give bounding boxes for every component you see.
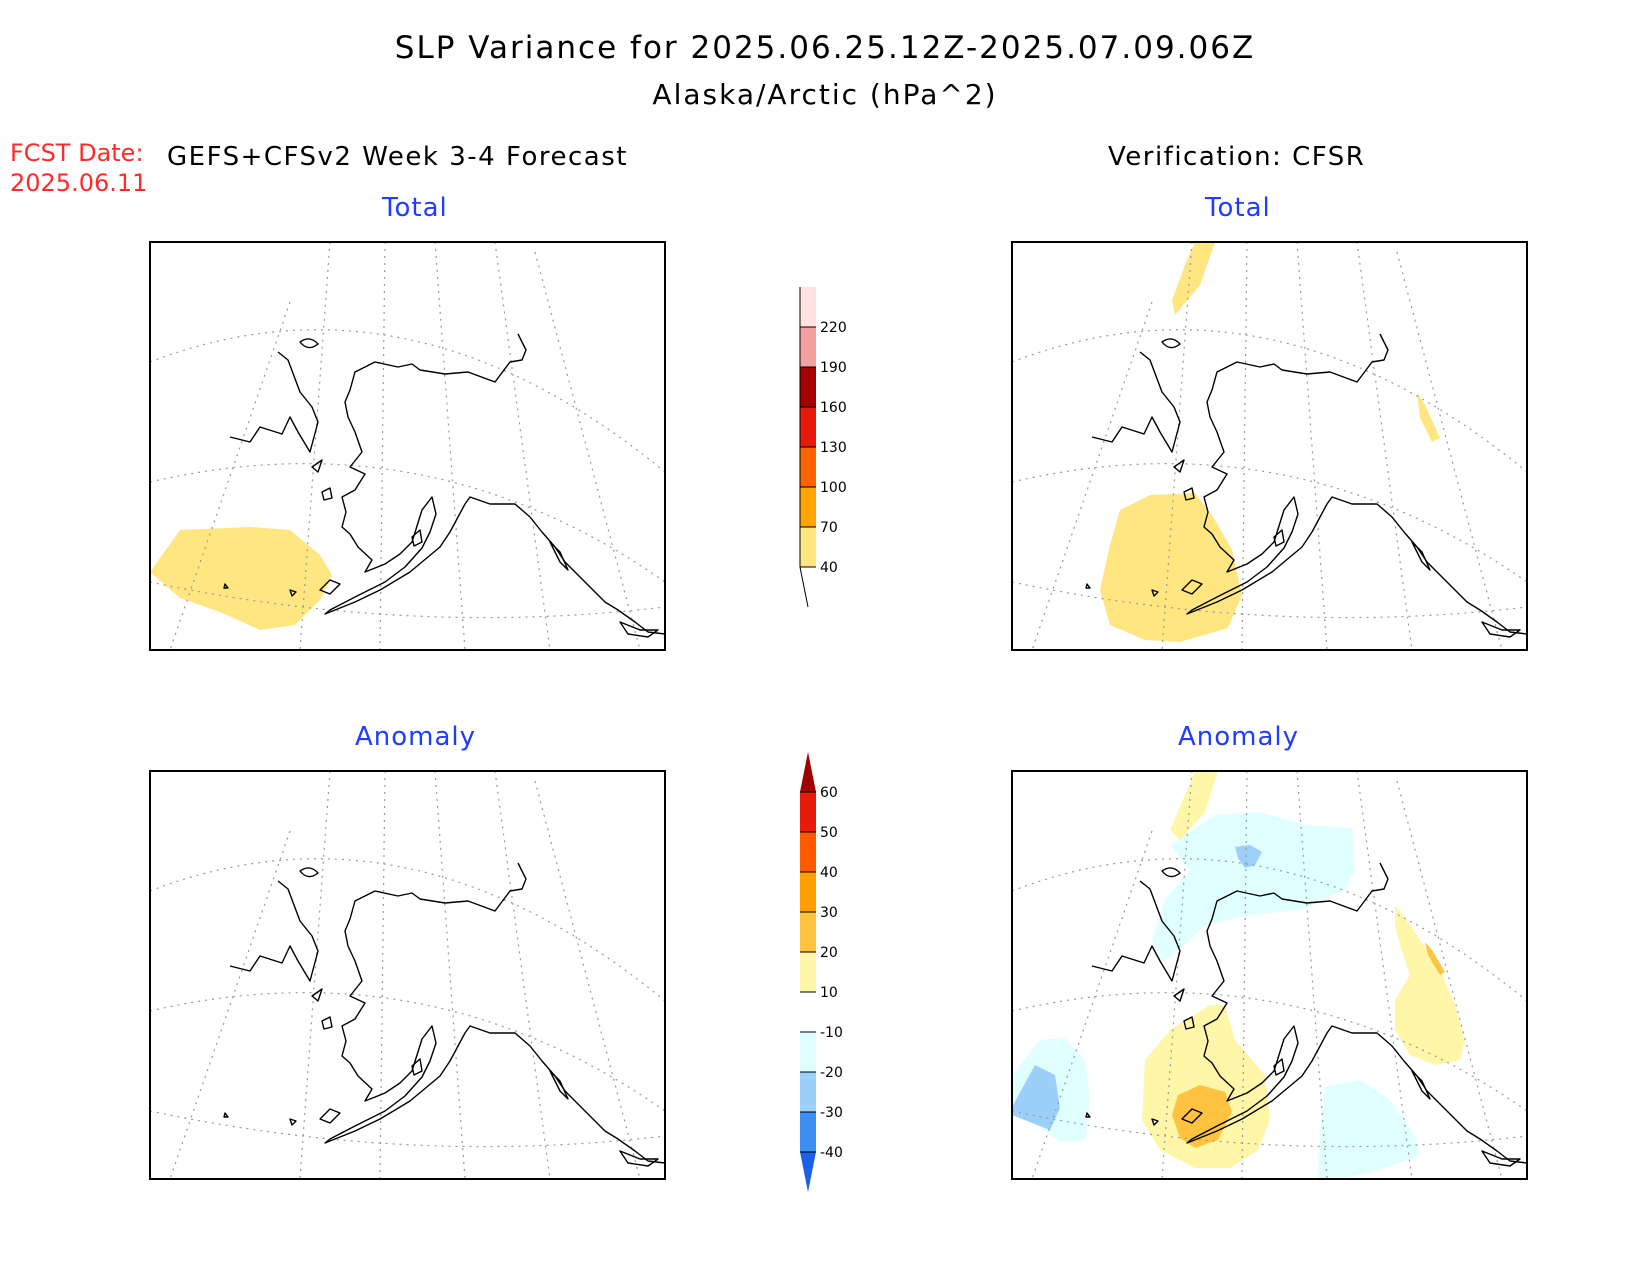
- anomaly-positive-aleutian-core: [1172, 1085, 1232, 1148]
- verification-total-shading-east: [1417, 392, 1440, 442]
- verification-total-shading-main: [1100, 493, 1242, 642]
- anomaly-colorbar-box-9: [800, 792, 816, 832]
- total-colorbar-box-6: [800, 287, 816, 327]
- forecast-total-map: [149, 241, 666, 651]
- anomaly-colorbar-lower-triangle: [800, 1152, 816, 1192]
- anomaly-colorbar-tick-label: 60: [820, 785, 838, 801]
- total-colorbar-lower-end: [799, 566, 809, 608]
- anomaly-negative-north: [1152, 812, 1355, 962]
- forecast-total-shading: [150, 527, 332, 630]
- anomaly-colorbar-box-5: [800, 952, 816, 992]
- forecast-anomaly-label: Anomaly: [355, 722, 477, 752]
- anomaly-colorbar-box-7: [800, 872, 816, 912]
- verification-total-frame: [1011, 241, 1528, 651]
- anomaly-colorbar-box-3: [800, 1032, 816, 1072]
- page-title: SLP Variance for 2025.06.25.12Z-2025.07.…: [394, 30, 1256, 66]
- verification-anomaly-map: [1011, 770, 1528, 1180]
- anomaly-colorbar: -40 -30 -20 -10 10 20 30 40 50 60: [800, 752, 843, 1192]
- total-colorbar-box-2: [800, 447, 816, 487]
- total-colorbar-tick-label: 70: [820, 520, 838, 536]
- total-colorbar-box-1: [800, 487, 816, 527]
- anomaly-colorbar-tick-label: -10: [820, 1025, 843, 1041]
- total-colorbar-box-5: [800, 327, 816, 367]
- anomaly-positive-north: [1170, 771, 1218, 840]
- forecast-date-label: FCST Date:: [10, 139, 144, 167]
- forecast-anomaly-frame: [149, 770, 666, 1180]
- anomaly-colorbar-tick-label: -20: [820, 1065, 843, 1081]
- forecast-date-value: 2025.06.11: [10, 169, 148, 197]
- verification-anomaly-frame: [1011, 770, 1528, 1180]
- anomaly-positive-aleutian: [1142, 1005, 1270, 1168]
- verification-column-title: Verification: CFSR: [1108, 142, 1366, 172]
- anomaly-colorbar-tick-label: 50: [820, 825, 838, 841]
- forecast-total-label: Total: [382, 193, 448, 223]
- total-colorbar-tick-label: 100: [820, 480, 847, 496]
- anomaly-negative-north-core: [1235, 845, 1262, 868]
- total-colorbar-tick-label: 130: [820, 440, 847, 456]
- anomaly-colorbar-box-6: [800, 912, 816, 952]
- anomaly-negative-west-core: [1012, 1065, 1060, 1130]
- forecast-total-frame: [149, 241, 666, 651]
- total-colorbar-box-4: [800, 367, 816, 407]
- anomaly-colorbar-tick-label: 10: [820, 985, 838, 1001]
- total-colorbar-tick-label: 190: [820, 360, 847, 376]
- verification-total-map: [1011, 241, 1528, 651]
- total-colorbar: 40 70 100 130 160 190 220: [799, 287, 847, 608]
- total-colorbar-tick-label: 220: [820, 320, 847, 336]
- forecast-anomaly-map: [149, 770, 666, 1180]
- anomaly-colorbar-tick-label: 30: [820, 905, 838, 921]
- verification-total-label: Total: [1205, 193, 1271, 223]
- total-colorbar-box-3: [800, 407, 816, 447]
- anomaly-colorbar-upper-triangle: [800, 752, 816, 792]
- anomaly-colorbar-box-1: [800, 1112, 816, 1152]
- anomaly-colorbar-box-2: [800, 1072, 816, 1112]
- verification-total-shading-north: [1172, 242, 1215, 315]
- anomaly-negative-south: [1318, 1080, 1420, 1179]
- total-colorbar-box-0: [800, 527, 816, 567]
- anomaly-colorbar-tick-label: 40: [820, 865, 838, 881]
- anomaly-colorbar-box-4: [800, 992, 816, 1032]
- total-colorbar-tick-label: 40: [820, 560, 838, 576]
- anomaly-colorbar-box-8: [800, 832, 816, 872]
- anomaly-positive-east: [1395, 905, 1465, 1065]
- anomaly-positive-east-core: [1425, 942, 1445, 975]
- forecast-date-block: FCST Date: 2025.06.11: [10, 138, 147, 198]
- anomaly-colorbar-tick-label: -40: [820, 1145, 843, 1161]
- anomaly-colorbar-tick-label: 20: [820, 945, 838, 961]
- page-subtitle: Alaska/Arctic (hPa^2): [652, 78, 998, 111]
- forecast-column-title: GEFS+CFSv2 Week 3-4 Forecast: [167, 142, 628, 172]
- verification-anomaly-label: Anomaly: [1178, 722, 1300, 752]
- anomaly-colorbar-tick-label: -30: [820, 1105, 843, 1121]
- total-colorbar-tick-label: 160: [820, 400, 847, 416]
